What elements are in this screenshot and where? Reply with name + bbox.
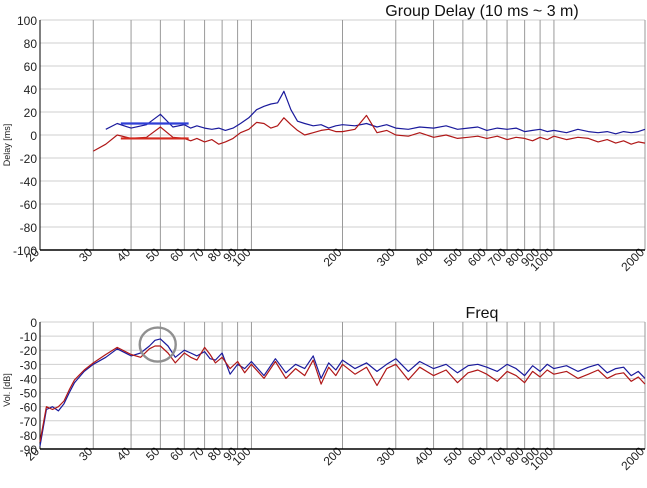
series-line-1 xyxy=(105,90,646,135)
y-tick-label: -20 xyxy=(20,152,38,166)
y-tick-label: -30 xyxy=(20,358,38,372)
y-tick-label: 0 xyxy=(30,316,37,330)
y-tick-label: -20 xyxy=(20,344,38,358)
y-tick-label: 40 xyxy=(24,83,38,97)
y-axis-label: Delay [ms] xyxy=(2,124,12,167)
y-tick-label: -80 xyxy=(20,429,38,443)
series-line-2 xyxy=(93,114,646,152)
y-tick-label: -10 xyxy=(20,330,38,344)
y-tick-label: -90 xyxy=(20,443,38,457)
chart-title: Freq xyxy=(466,305,499,322)
series-line-1 xyxy=(39,338,646,447)
highlight-circle xyxy=(138,326,177,363)
y-tick-label: -70 xyxy=(20,415,38,429)
y-tick-label: 80 xyxy=(24,37,38,51)
y-tick-label: 20 xyxy=(24,106,38,120)
series-line-2 xyxy=(39,345,646,443)
y-tick-label: -40 xyxy=(20,175,38,189)
y-tick-label: -80 xyxy=(20,221,38,235)
y-tick-label: 100 xyxy=(17,14,37,28)
y-tick-label: -40 xyxy=(20,372,38,386)
y-tick-label: 60 xyxy=(24,60,38,74)
chart-title: Group Delay (10 ms ~ 3 m) xyxy=(385,3,578,20)
y-tick-label: 0 xyxy=(30,129,37,143)
y-tick-label: -60 xyxy=(20,401,38,415)
y-axis-label: Vol. [dB] xyxy=(2,373,12,407)
y-tick-label: -60 xyxy=(20,198,38,212)
y-tick-label: -50 xyxy=(20,387,38,401)
y-tick-label: -100 xyxy=(13,244,37,258)
